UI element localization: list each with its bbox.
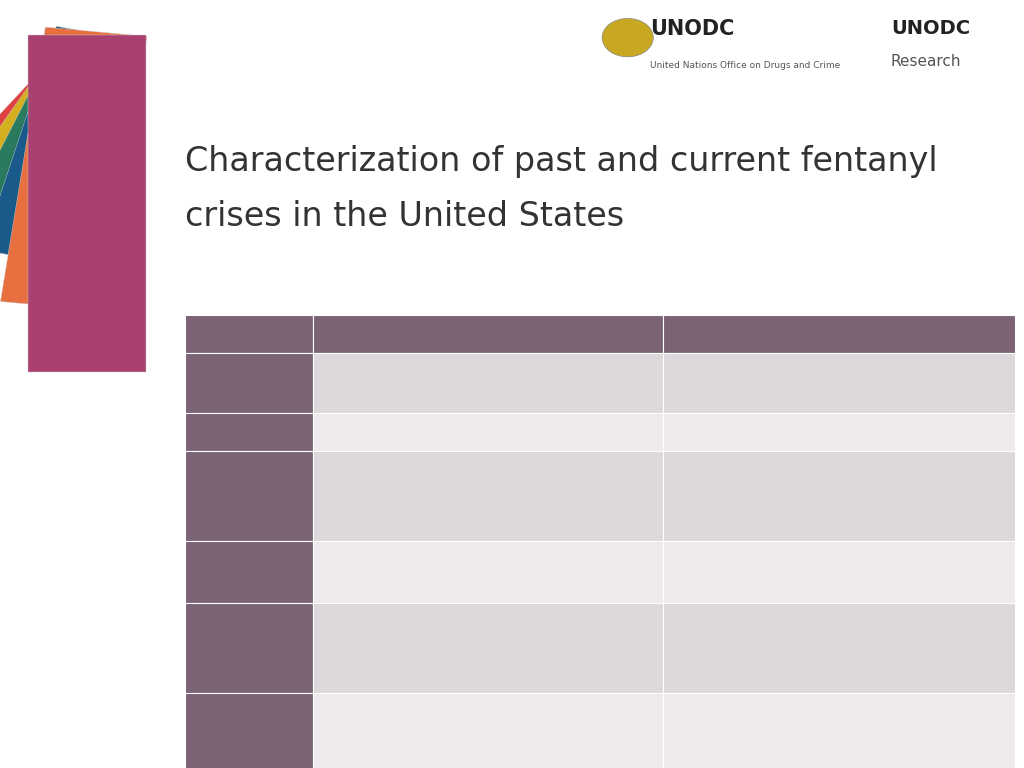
Text: Current fentanyl crisis: Current fentanyl crisis xyxy=(670,326,862,342)
Text: Location: Location xyxy=(193,376,265,390)
Text: Short: Short xyxy=(319,421,361,436)
Text: Research: Research xyxy=(891,54,962,69)
Text: Fewer fentanyl analogues (or
potent analogues such as
carfentanil): Fewer fentanyl analogues (or potent anal… xyxy=(319,459,544,512)
Text: Nearly six years: Nearly six years xyxy=(670,421,794,436)
Text: Distribution: Distribution xyxy=(193,641,294,656)
Text: Mostly laboratories within the
United States except in one case: Mostly laboratories within the United St… xyxy=(319,549,572,583)
Text: Sold as...: Sold as... xyxy=(193,746,270,760)
Text: UNODC: UNODC xyxy=(650,19,734,39)
Text: United Nations Office on Drugs and Crime: United Nations Office on Drugs and Crime xyxy=(650,61,841,71)
Text: 2020: 2020 xyxy=(61,214,86,224)
Text: Often sold as heroin, and in some
cases appeared in cocaine: Often sold as heroin, and in some cases … xyxy=(319,701,578,735)
Text: Characterization of past and current fentanyl: Characterization of past and current fen… xyxy=(185,145,938,178)
Text: Fentanyl dominates, but there are
many and more potent analogues: Fentanyl dominates, but there are many a… xyxy=(670,459,931,493)
Text: crises in the United States: crises in the United States xyxy=(185,200,624,233)
Text: WORLD
DRUG
REPORT: WORLD DRUG REPORT xyxy=(56,181,118,226)
Text: UNODC: UNODC xyxy=(891,19,970,38)
Text: Prior outbreaks: Prior outbreaks xyxy=(319,326,454,342)
Text: Heroin and pharmacuetical opioids,
but an increasing share of cases of
cocaine a: Heroin and pharmacuetical opioids, but a… xyxy=(670,701,944,768)
Text: Not localized, although there are
regional variations: Not localized, although there are region… xyxy=(670,361,922,396)
Text: Limited. In two outbreaks
traditional illicit market actors
were involved: Limited. In two outbreaks traditional il… xyxy=(319,611,551,664)
Text: Source: Source xyxy=(193,564,251,580)
Text: Almost all imported, mostly from
China and Mexico: Almost all imported, mostly from China a… xyxy=(670,549,923,583)
Text: Generally localized: Generally localized xyxy=(319,361,466,376)
Text: More widespread; both traditional
illicit market actors and mail order
or intern: More widespread; both traditional illici… xyxy=(670,611,935,664)
Text: Duration: Duration xyxy=(193,425,267,439)
Text: Chemicals: Chemicals xyxy=(193,488,279,504)
